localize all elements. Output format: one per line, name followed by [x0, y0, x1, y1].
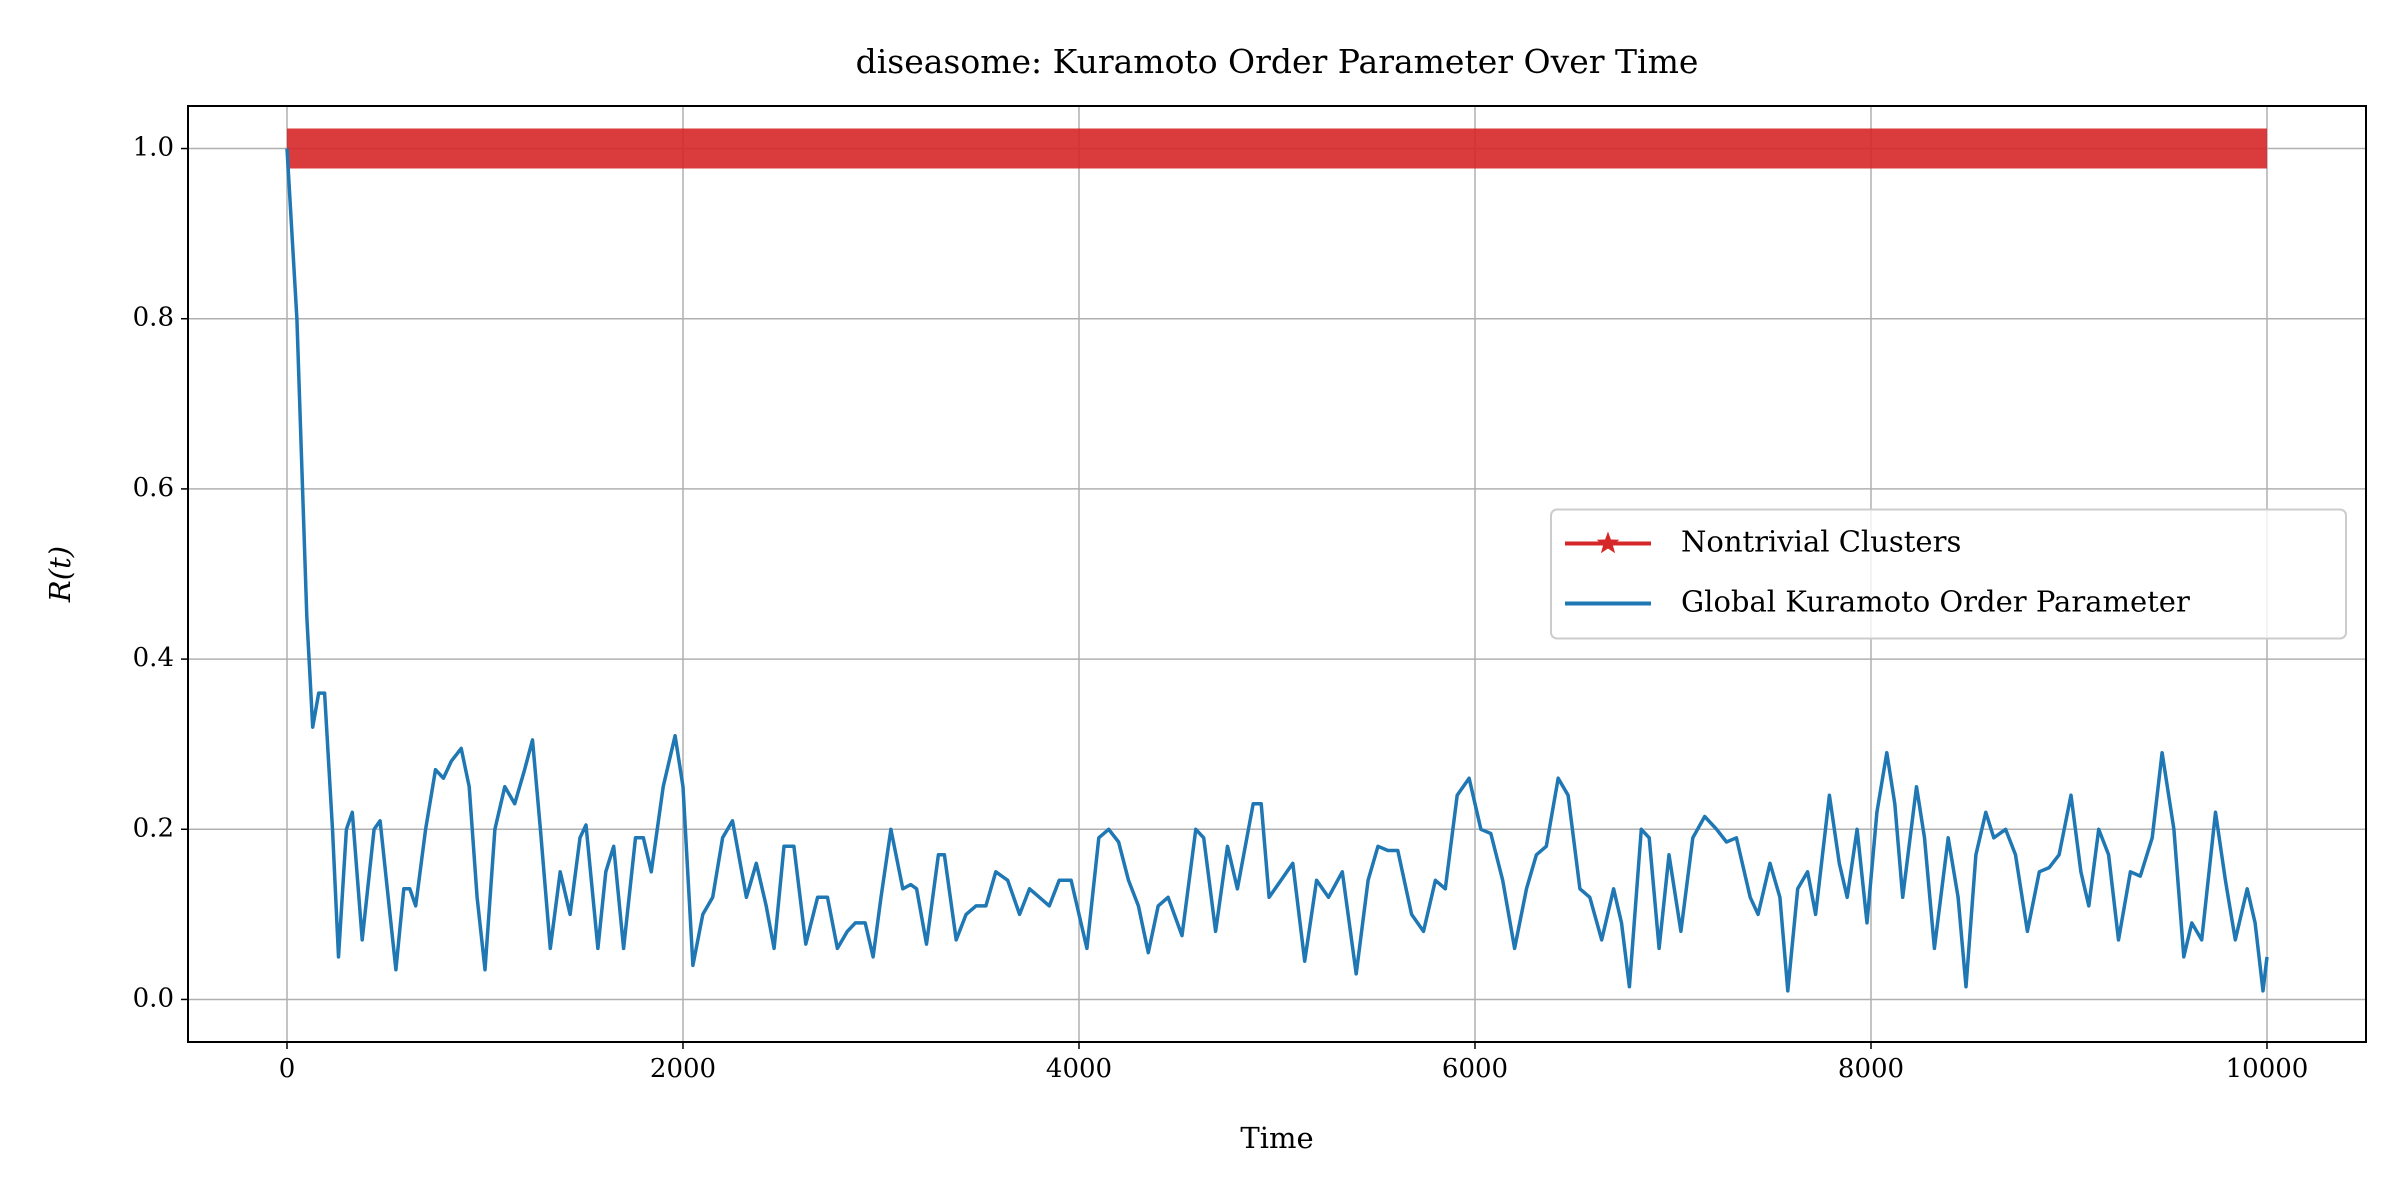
y-tick-label: 0.8 [133, 303, 174, 333]
x-axis-label: Time [1240, 1121, 1313, 1155]
y-tick-label: 1.0 [133, 133, 174, 163]
x-tick-label: 6000 [1442, 1054, 1508, 1084]
y-tick-label: 0.4 [133, 643, 174, 673]
y-axis-label: R(t) [43, 546, 77, 603]
y-tick-label: 0.6 [133, 473, 174, 503]
x-tick-label: 0 [279, 1054, 296, 1084]
y-tick-label: 0.0 [133, 983, 174, 1013]
x-tick-label: 10000 [2226, 1054, 2309, 1084]
series-line [285, 148, 2269, 993]
x-tick-label: 2000 [650, 1054, 716, 1084]
legend-label: Nontrivial Clusters [1681, 525, 1961, 559]
x-tick-label: 4000 [1046, 1054, 1112, 1084]
plot-frame [187, 105, 2367, 1043]
legend-box [1550, 508, 2347, 640]
legend-label: Global Kuramoto Order Parameter [1681, 585, 2190, 619]
chart-title: diseasome: Kuramoto Order Parameter Over… [856, 42, 1699, 81]
legend-marker [1596, 531, 1620, 554]
x-tick-label: 8000 [1838, 1054, 1904, 1084]
y-tick-label: 0.2 [133, 813, 174, 843]
